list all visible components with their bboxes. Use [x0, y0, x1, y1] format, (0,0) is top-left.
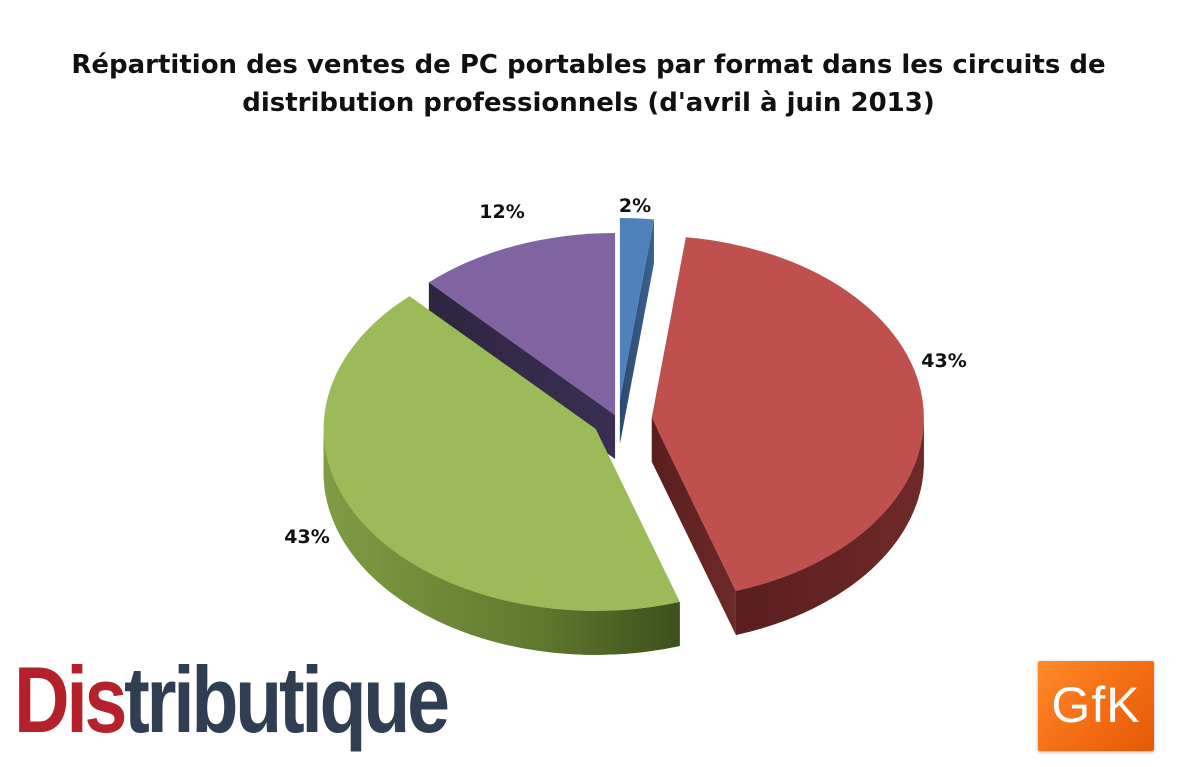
pie-slice-0	[619, 217, 654, 444]
pie-slice-top	[619, 217, 654, 400]
distributique-logo: Distributique	[14, 647, 450, 752]
pie-slice-2	[323, 296, 680, 655]
pie-slice-top	[651, 237, 924, 591]
chart-title-line-1: Répartition des ventes de PC portables p…	[71, 50, 1106, 80]
pie-slice-side	[735, 417, 924, 635]
pie-label-2: 43%	[284, 526, 329, 548]
distributique-logo-part1: Dis	[14, 647, 127, 752]
gfk-logo: GfK	[1038, 661, 1154, 751]
pie-slice-wall	[651, 417, 736, 635]
pie-label-0: 2%	[619, 195, 651, 217]
distributique-logo-part2: tributique	[124, 647, 450, 752]
pie-slice-top	[323, 296, 680, 611]
pie-slice-top	[428, 233, 616, 416]
pie-slice-1	[651, 237, 924, 635]
pie-slice-side	[323, 428, 680, 655]
gfk-logo-text: GfK	[1051, 677, 1141, 733]
chart-title: Répartition des ventes de PC portables p…	[0, 46, 1177, 122]
pie-slice-wall	[619, 219, 654, 444]
pie-label-1: 43%	[921, 350, 966, 372]
pie-label-3: 12%	[479, 201, 524, 223]
chart-title-line-2: distribution professionnels (d'avril à j…	[242, 88, 935, 118]
